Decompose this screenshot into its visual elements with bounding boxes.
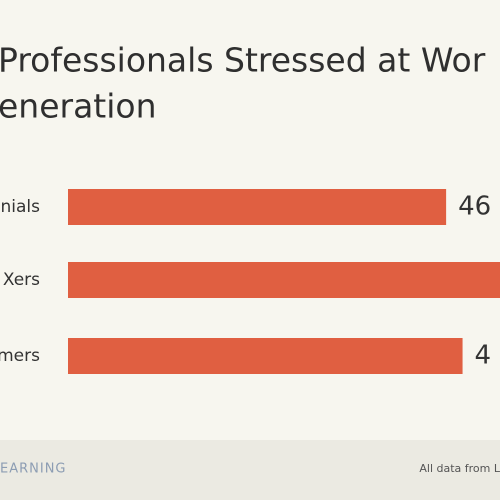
category-label: mers xyxy=(0,346,40,366)
bar xyxy=(68,262,500,298)
bar xyxy=(68,189,447,225)
footer-brand: EARNING xyxy=(0,462,67,477)
bar xyxy=(68,338,463,374)
footer-source: All data from L xyxy=(419,462,500,475)
category-label: Xers xyxy=(3,270,40,290)
chart-title: Professionals Stressed at Wor xyxy=(0,41,486,80)
value-label: 4 xyxy=(475,341,492,371)
category-label: nials xyxy=(1,197,41,217)
footer xyxy=(0,440,500,500)
value-label: 46 xyxy=(458,192,491,222)
chart-title: eneration xyxy=(0,87,157,126)
